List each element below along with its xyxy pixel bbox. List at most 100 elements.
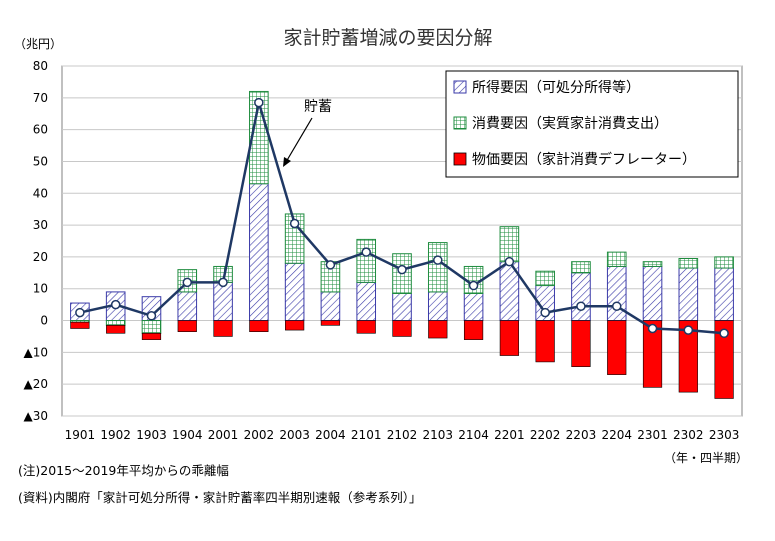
x-tick-label: 2201 (494, 428, 525, 442)
y-tick-label: ▲20 (24, 377, 49, 391)
x-tick-label: 1904 (172, 428, 203, 442)
x-tick-label: 2301 (637, 428, 668, 442)
bar-consumption (571, 261, 591, 274)
bar-consumption (427, 242, 448, 293)
y-tick-label: 60 (33, 123, 48, 137)
x-tick-label: 2002 (244, 428, 275, 442)
bar-income (320, 291, 341, 322)
savings-point (468, 280, 479, 291)
y-axis-label: （兆円） (14, 37, 62, 51)
y-tick-label: ▲30 (24, 409, 49, 423)
bar-price (678, 320, 698, 393)
footnote: (注)2015～2019年平均からの乖離幅 (18, 463, 229, 478)
bar-income (213, 281, 233, 322)
x-tick-label: 2203 (566, 428, 597, 442)
x-axis-label: （年・四半期） (664, 451, 748, 465)
x-tick-label: 1903 (136, 428, 167, 442)
source-note: (資料)内閣府「家計可処分所得・家計貯蓄率四半期別速報（参考系列）」 (18, 490, 422, 505)
savings-point (683, 325, 694, 335)
bar-consumption (606, 251, 627, 267)
savings-point (433, 255, 443, 265)
legend-swatch-income (453, 80, 467, 94)
bar-price (356, 320, 376, 334)
bar-income (571, 272, 591, 322)
y-tick-label: 0 (40, 314, 48, 328)
bar-income (177, 291, 198, 322)
x-tick-label: 2204 (601, 428, 632, 442)
legend-label-consumption: 消費要因（実質家計消費支出） (472, 115, 668, 132)
savings-point (325, 260, 336, 270)
y-tick-label: 70 (33, 91, 48, 105)
bar-consumption (499, 226, 520, 263)
annotation-label: 貯蓄 (304, 99, 332, 115)
y-tick-label: 20 (33, 250, 48, 264)
savings-point (361, 247, 371, 257)
x-tick-label: 2104 (458, 428, 489, 442)
bar-price (285, 320, 305, 331)
savings-point (182, 277, 193, 288)
bar-price (714, 320, 734, 399)
savings-point (611, 301, 622, 311)
savings-point (540, 307, 550, 318)
savings-point (397, 264, 407, 275)
bar-price (535, 320, 555, 363)
bar-consumption (356, 238, 377, 283)
x-tick-labels: 1901 1902 1903 1904 2001 2002 2003 2004 2101 2102… (65, 428, 740, 442)
bar-income (463, 293, 484, 322)
bar-consumption (141, 320, 162, 334)
bar-consumption (714, 256, 734, 269)
x-tick-label: 1901 (65, 428, 96, 442)
bar-price (607, 320, 627, 375)
legend: 所得要因（可処分所得等） 消費要因（実質家計消費支出） 物価要因（家計消費デフレ… (445, 70, 739, 178)
bar-price (106, 325, 126, 334)
x-tick-label: 2101 (351, 428, 382, 442)
x-tick-label: 2303 (709, 428, 740, 442)
bar-income (392, 293, 412, 322)
bar-consumption (678, 258, 699, 269)
savings-point (218, 277, 228, 288)
bar-price (213, 320, 233, 337)
bar-price (177, 320, 197, 332)
savings-point (254, 97, 264, 108)
bar-consumption (642, 261, 663, 267)
bar-consumption (284, 213, 305, 264)
savings-point (75, 307, 85, 318)
savings-point (647, 323, 658, 334)
y-tick-label: ▲10 (24, 345, 49, 359)
bar-income (249, 183, 269, 322)
x-tick-label: 2102 (387, 428, 418, 442)
y-tick-label: 40 (33, 186, 48, 200)
y-tick-labels: 80 70 60 50 40 30 20 10 0 ▲10 ▲20 ▲30 (24, 59, 49, 423)
bar-price (499, 320, 519, 356)
x-tick-label: 2103 (423, 428, 454, 442)
bar-income (284, 262, 305, 322)
bar-price (320, 320, 341, 326)
bar-price (392, 320, 412, 337)
bar-income (642, 265, 663, 322)
annotation-arrowhead (283, 157, 291, 167)
bar-income (606, 265, 627, 322)
bar-consumption (105, 320, 126, 326)
savings-point (289, 218, 300, 229)
x-tick-label: 1902 (100, 428, 131, 442)
x-tick-label: 2302 (673, 428, 704, 442)
bar-price (249, 320, 269, 332)
savings-line (75, 97, 729, 339)
x-tick-label: 2003 (279, 428, 310, 442)
bar-price (428, 320, 448, 339)
annotation-arrow (285, 117, 313, 163)
savings-point (146, 311, 157, 321)
y-tick-label: 80 (33, 59, 48, 73)
bar-income (714, 267, 734, 322)
legend-swatch-price (453, 152, 467, 166)
y-tick-label: 30 (33, 218, 48, 232)
y-tick-label: 10 (33, 282, 48, 296)
bar-income (678, 267, 699, 322)
legend-label-price: 物価要因（家計消費デフレーター） (472, 151, 696, 168)
x-tick-label: 2001 (208, 428, 239, 442)
savings-point (719, 328, 729, 339)
x-tick-label: 2004 (315, 428, 346, 442)
savings-point (576, 301, 586, 311)
bar-price (141, 332, 162, 340)
